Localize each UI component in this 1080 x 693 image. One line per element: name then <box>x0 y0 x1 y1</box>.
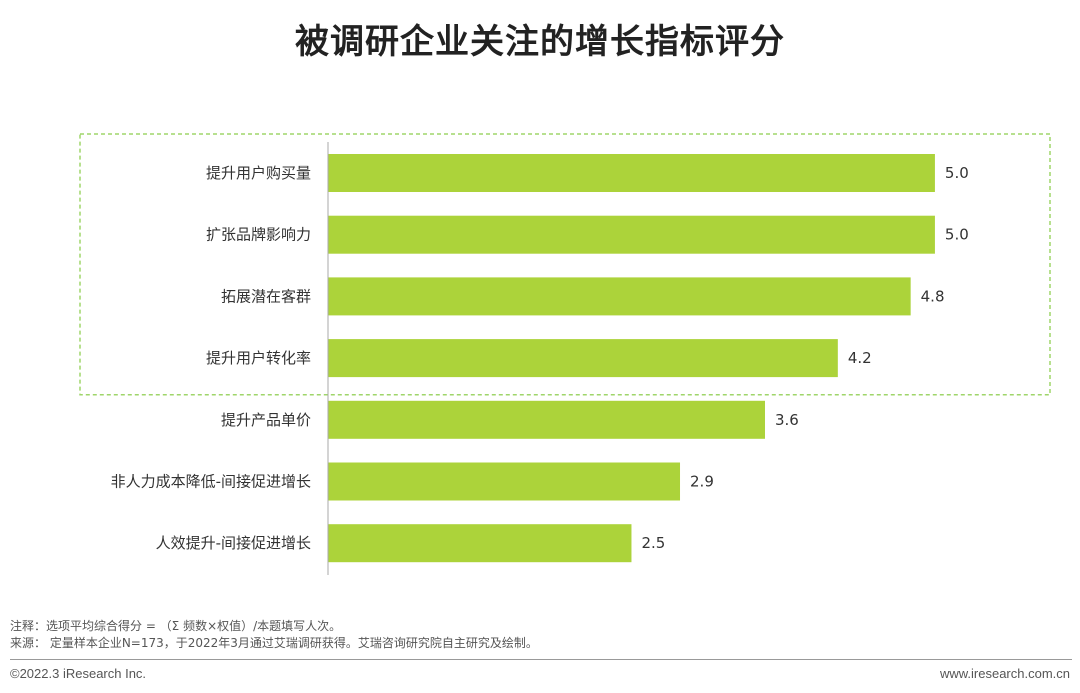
category-label-6: 非人力成本降低-间接促进增长 <box>111 473 311 491</box>
category-label-2: 扩张品牌影响力 <box>206 226 311 244</box>
footnote-annotation: 注释：选项平均综合得分 = （Σ 频数×权值）/本题填写人次。 <box>10 619 342 633</box>
bar-7 <box>328 524 632 563</box>
value-label-7: 2.5 <box>641 534 665 552</box>
footnote-source: 来源： 定量样本企业N=173，于2022年3月通过艾瑞调研获得。艾瑞咨询研究院… <box>10 636 538 650</box>
category-label-1: 提升用户购买量 <box>206 164 311 182</box>
bar-3 <box>328 277 911 316</box>
bar-4 <box>328 339 838 378</box>
value-label-4: 4.2 <box>848 349 872 367</box>
bar-1 <box>328 154 935 192</box>
value-label-1: 5.0 <box>945 164 969 182</box>
value-label-6: 2.9 <box>690 473 714 491</box>
bar-5 <box>328 400 765 439</box>
category-label-4: 提升用户转化率 <box>206 349 311 367</box>
value-label-5: 3.6 <box>775 411 799 429</box>
category-label-7: 人效提升-间接促进增长 <box>156 534 311 552</box>
category-label-5: 提升产品单价 <box>221 411 311 429</box>
chart-title: 被调研企业关注的增长指标评分 <box>295 22 785 62</box>
bar-6 <box>328 462 681 501</box>
website-link[interactable]: www.iresearch.com.cn <box>939 666 1070 681</box>
copyright-text: ©2022.3 iResearch Inc. <box>10 666 147 681</box>
value-label-3: 4.8 <box>921 287 945 305</box>
footer-divider <box>10 659 1072 660</box>
category-label-3: 拓展潜在客群 <box>221 287 311 305</box>
value-label-2: 5.0 <box>945 226 969 244</box>
highlight-box <box>79 133 1051 396</box>
bar-2 <box>328 215 935 254</box>
